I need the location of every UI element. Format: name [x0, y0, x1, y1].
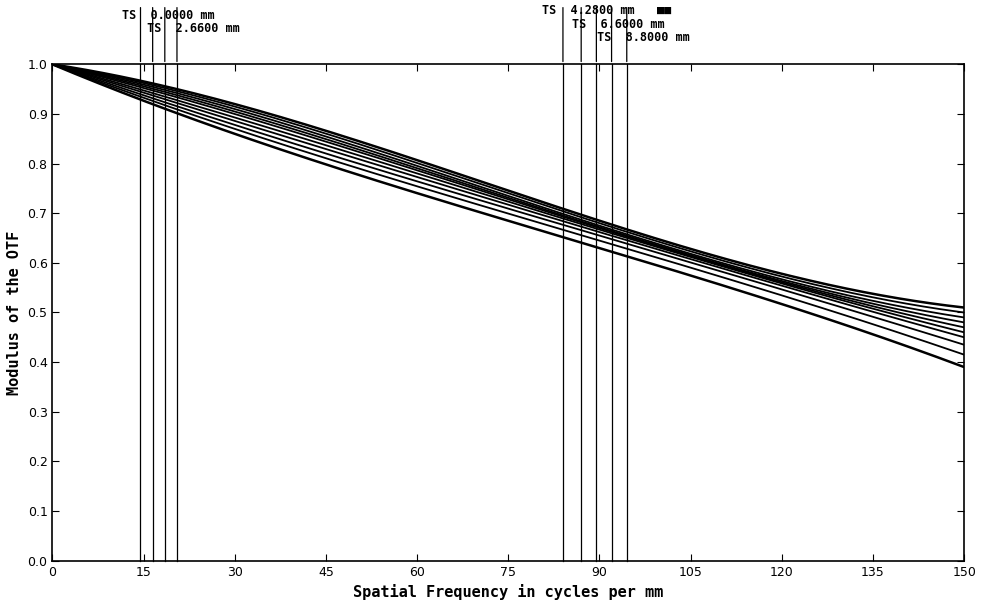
Text: TS  2.6600 mm: TS 2.6600 mm: [141, 22, 240, 35]
Text: TS  0.0000 mm: TS 0.0000 mm: [122, 9, 215, 22]
Text: TS  6.6000 mm: TS 6.6000 mm: [572, 18, 665, 30]
Text: TS  8.8000 mm: TS 8.8000 mm: [591, 30, 690, 44]
X-axis label: Spatial Frequency in cycles per mm: Spatial Frequency in cycles per mm: [353, 584, 664, 600]
Text: ■■: ■■: [658, 4, 671, 17]
Text: TS  4.2800 mm: TS 4.2800 mm: [542, 4, 634, 17]
Y-axis label: Modulus of the OTF: Modulus of the OTF: [7, 231, 22, 395]
